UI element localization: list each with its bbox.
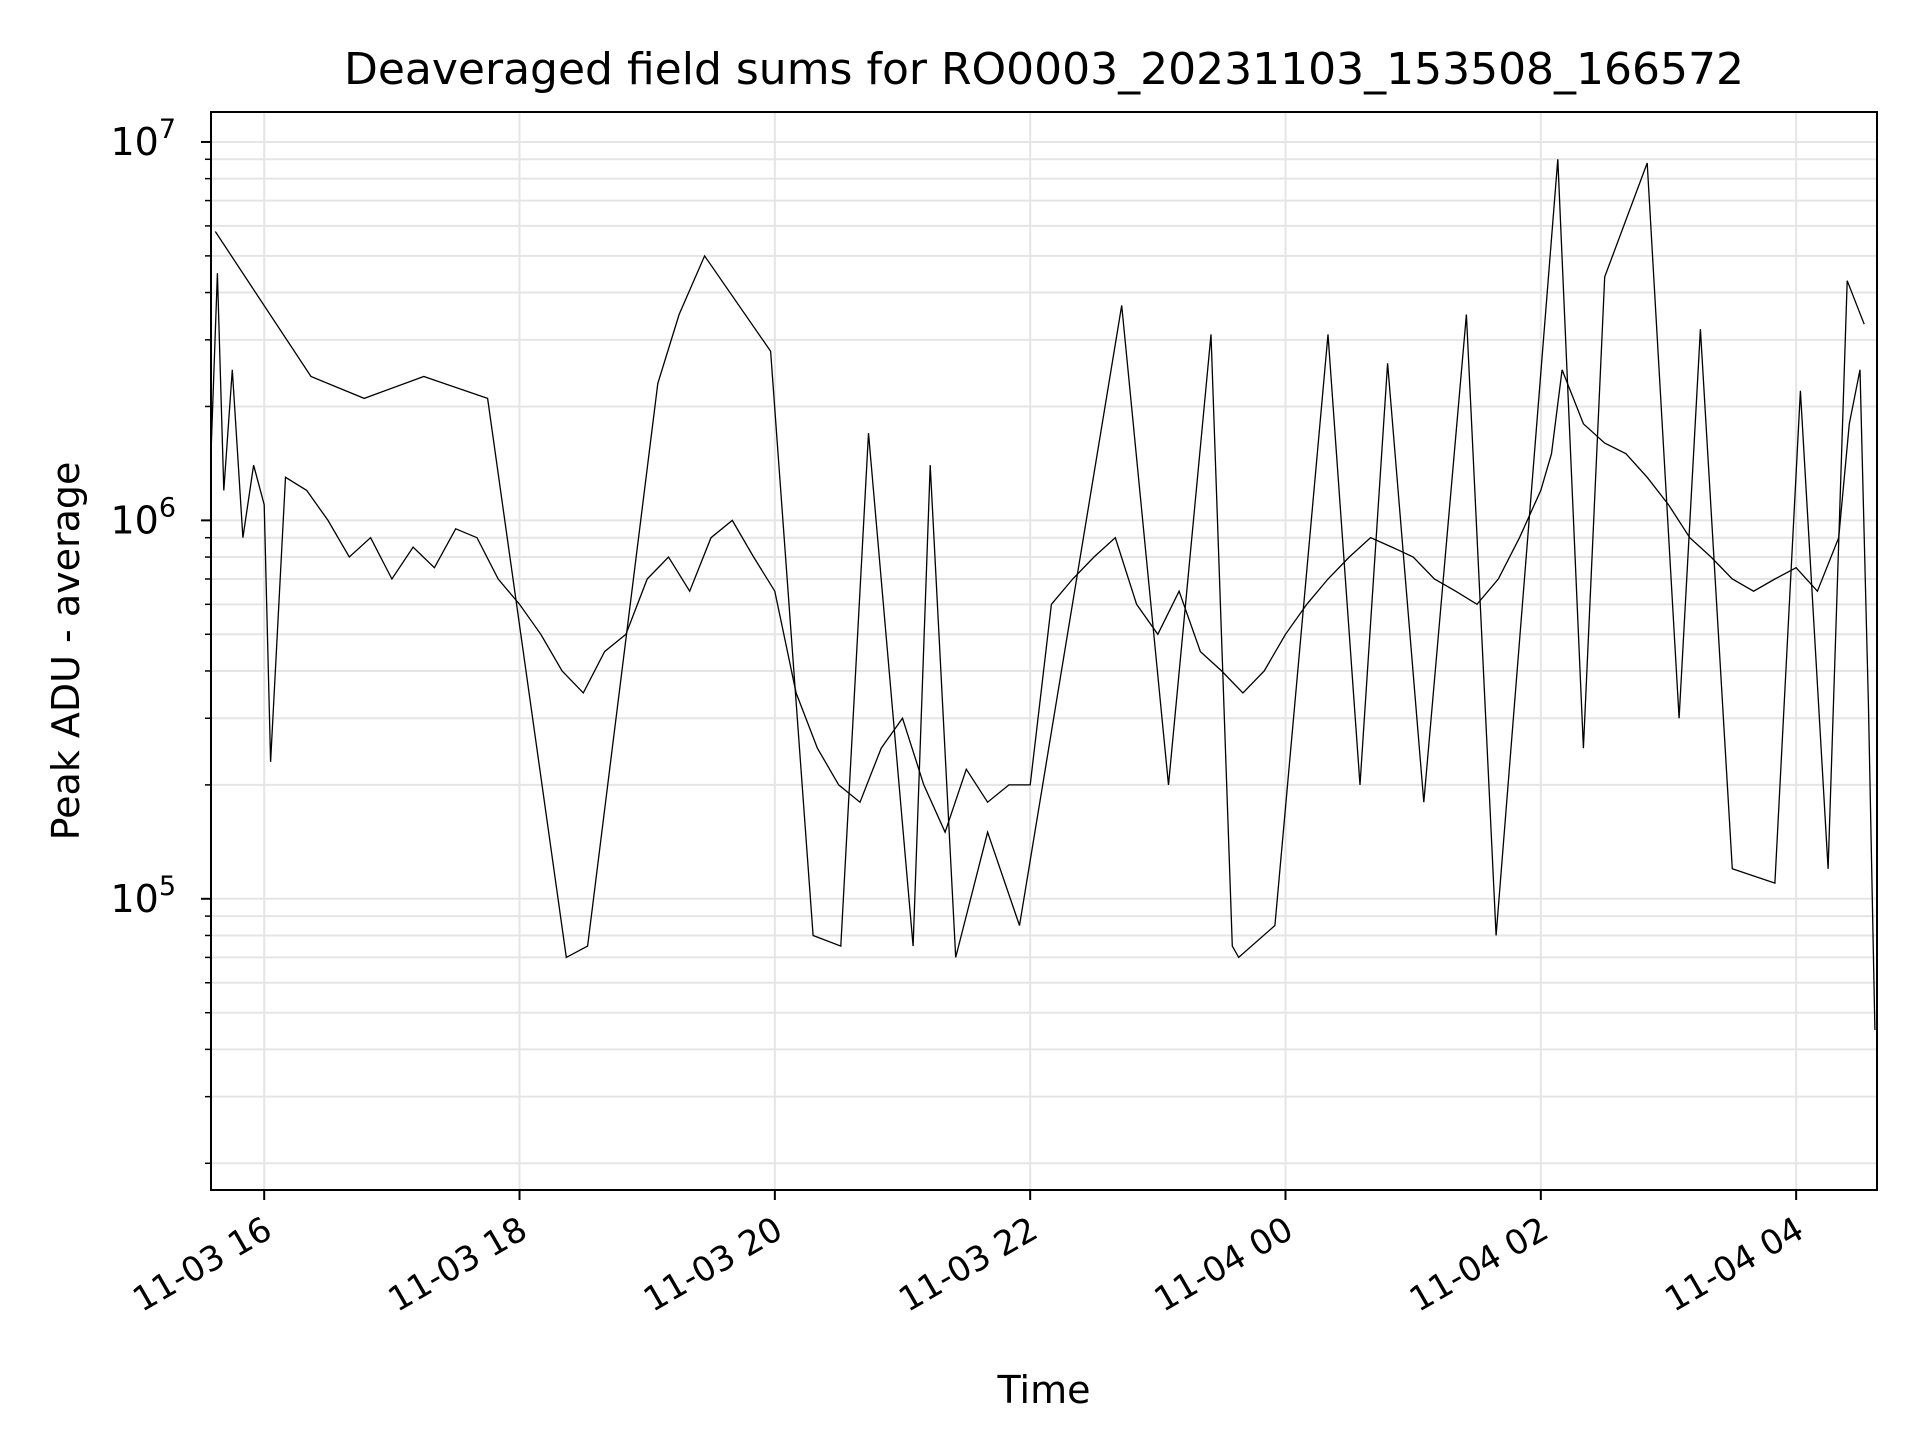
axes-frame (210, 111, 1878, 1191)
x-axis-label: Time (997, 1368, 1091, 1412)
grid (211, 112, 1877, 1190)
plot-area (210, 159, 1876, 1031)
y-axis-label: Peak ADU - average (44, 462, 88, 841)
chart-title: Deaveraged field sums for RO0003_2023110… (344, 44, 1744, 95)
y-tick-label: 107 (110, 114, 176, 164)
series-line (210, 273, 1876, 1031)
y-tick-label: 106 (110, 492, 176, 542)
y-tick-label: 105 (110, 871, 176, 921)
series-line (214, 159, 1865, 959)
